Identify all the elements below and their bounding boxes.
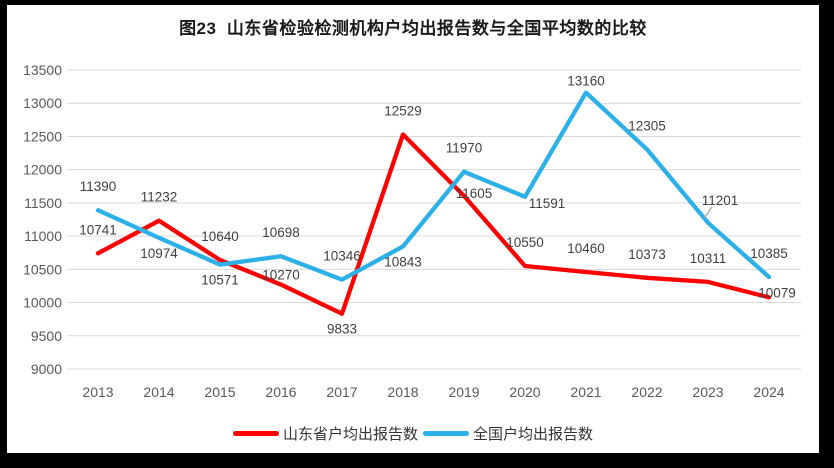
data-label: 12305: [628, 118, 666, 133]
x-axis-tick-label: 2024: [753, 384, 784, 400]
x-axis-tick-label: 2017: [326, 384, 357, 400]
series-line-1: [95, 90, 772, 282]
y-axis-tick-label: 12500: [23, 128, 62, 144]
legend-label-shandong: 山东省户均出报告数: [282, 426, 418, 443]
data-label: 10640: [201, 229, 239, 244]
data-label: 10571: [201, 273, 239, 288]
data-label: 10346: [323, 249, 361, 264]
data-label: 11970: [446, 141, 483, 156]
data-label: 10373: [628, 247, 666, 262]
x-axis-tick-label: 2022: [631, 384, 662, 400]
legend-swatch-national-line: [423, 431, 469, 436]
data-label: 10460: [567, 241, 605, 256]
x-axis-tick-label: 2019: [448, 384, 479, 400]
data-label: 10550: [506, 235, 544, 250]
data-label: 11232: [141, 190, 178, 205]
data-label: 13160: [567, 74, 605, 89]
data-label: 9833: [327, 322, 357, 337]
data-label: 11390: [80, 179, 117, 194]
data-label: 11605: [456, 186, 493, 201]
legend-swatch-shandong-line: [232, 431, 279, 436]
x-axis-tick-label: 2016: [265, 384, 296, 400]
y-axis-tick-label: 11000: [24, 228, 62, 244]
x-axis-tick-label: 2020: [509, 384, 540, 400]
data-label: 10698: [262, 225, 300, 240]
data-label: 10974: [140, 246, 178, 261]
x-axis-tick-label: 2013: [82, 384, 113, 400]
x-axis-tick-label: 2018: [387, 384, 418, 400]
line-chart-plot: 9000 9500 10000 10500 11000 11500 12000 12500 13…: [23, 62, 801, 400]
y-axis-tick-label: 10000: [23, 295, 62, 311]
y-axis-tick-label: 9000: [31, 361, 62, 377]
x-axis-tick-label: 2015: [204, 384, 235, 400]
data-label: 10079: [758, 285, 796, 300]
legend: 山东省户均出报告数 全国户均出报告数: [7, 423, 819, 444]
y-axis-tick-label: 12000: [23, 162, 62, 178]
legend-label-national: 全国户均出报告数: [473, 426, 594, 443]
series-line-0: [95, 132, 772, 316]
data-label: 10311: [690, 251, 727, 266]
y-axis-tick-label: 13000: [23, 95, 62, 111]
data-label-leader-line: [703, 206, 713, 220]
data-label: 10270: [262, 268, 300, 283]
y-axis-tick-label: 10500: [23, 261, 62, 277]
data-label: 11591: [529, 196, 566, 211]
x-axis-tick-label: 2021: [570, 384, 601, 400]
x-axis-tick-label: 2014: [143, 384, 174, 400]
data-label: 10741: [79, 222, 117, 237]
data-label: 10843: [384, 255, 422, 270]
chart-canvas: 图23 山东省检验检测机构户均出报告数与全国平均数的比较 9000 9500 100…: [7, 5, 819, 453]
data-label: 12529: [384, 104, 422, 119]
chart-title: 图23 山东省检验检测机构户均出报告数与全国平均数的比较: [179, 19, 647, 38]
x-axis-tick-label: 2023: [692, 384, 723, 400]
y-axis-tick-label: 11500: [24, 195, 62, 211]
y-axis-tick-label: 13500: [23, 62, 62, 78]
data-label: 10385: [750, 246, 788, 261]
data-label: 11201: [702, 193, 739, 208]
y-axis-tick-label: 9500: [31, 328, 62, 344]
